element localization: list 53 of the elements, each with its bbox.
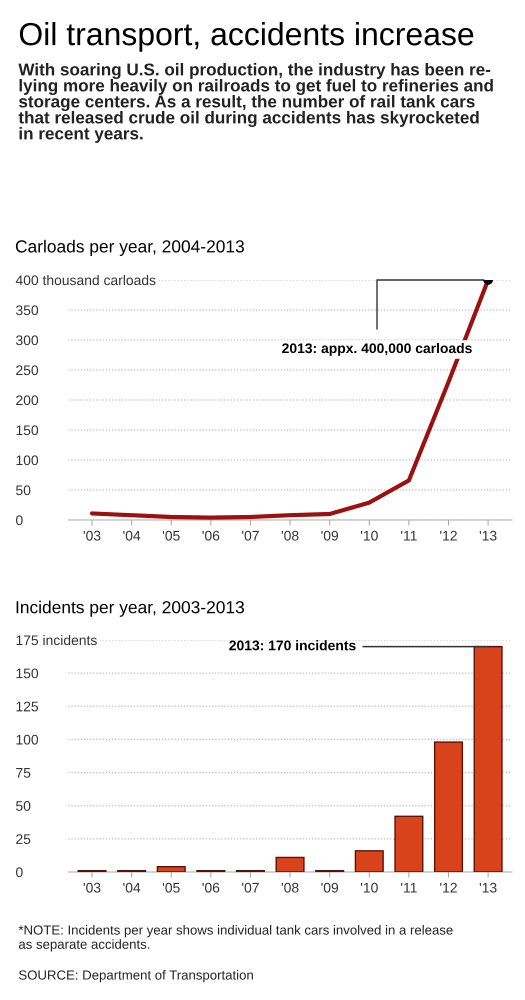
x-tick-label: '06 [202, 530, 220, 541]
x-tick-label: '08 [282, 530, 299, 541]
y-tick-label: 100 [16, 455, 38, 466]
y-tick-label: 100 [16, 734, 38, 745]
x-tick-label: '12 [440, 882, 457, 892]
y-tick-label: 50 [16, 801, 30, 811]
text: *NOTE: Incidents per year shows individual tank cars involved in a release as separate accidents. [18, 925, 453, 952]
y-tick-label: 200 [16, 395, 38, 406]
y-tick-label: 75 [16, 768, 30, 778]
chart-subtitle: With soaring U.S. oil production, the industry has been re- lying more heavily on railroads to get fuel to refineries and storage centers. As a result, the number of rail tank cars that released crude oil during accidents has skyrocketed in recent years. [18, 63, 493, 143]
bar [394, 816, 424, 872]
y-tick-label: 25 [16, 834, 30, 844]
x-tick-label: '03 [84, 882, 100, 893]
y-tick-label: 400 thousand carloads [16, 274, 156, 286]
x-tick-label: '09 [321, 882, 338, 893]
source-note: SOURCE: Department of Transportation [18, 970, 253, 982]
x-tick-label: '12 [440, 530, 457, 540]
x-tick-label: '09 [321, 530, 338, 541]
x-tick-label: '10 [360, 530, 378, 541]
x-tick-label: '05 [162, 882, 180, 893]
x-tick-label: '04 [123, 882, 140, 893]
x-tick-label: '03 [84, 530, 100, 541]
x-tick-label: '07 [242, 882, 259, 893]
y-tick-label: 350 [16, 305, 38, 316]
x-tick-label: '05 [162, 530, 180, 541]
annotation: 2013: appx. 400,000 carloads [282, 342, 472, 356]
y-tick-label: 50 [16, 485, 30, 496]
x-tick-label: '11 [401, 530, 417, 540]
y-tick-label: 0 [16, 515, 23, 526]
y-tick-label: 250 [16, 365, 38, 376]
x-tick-label: '10 [360, 882, 378, 893]
x-tick-label: '04 [123, 530, 140, 541]
annotation: 2013: 170 incidents [229, 640, 356, 650]
bar [354, 850, 384, 872]
x-tick-label: '07 [242, 530, 259, 541]
bar [276, 856, 305, 872]
bar [156, 866, 186, 872]
x-tick-label: '11 [401, 882, 417, 892]
y-tick-label: 175 incidents [16, 634, 97, 646]
bar [434, 741, 464, 872]
x-tick-label: '06 [202, 882, 220, 893]
y-tick-label: 150 [16, 668, 38, 678]
y-axis-title: Incidents per year, 2003-2013 [16, 600, 244, 617]
y-tick-label: 300 [16, 335, 38, 346]
bar [474, 646, 503, 872]
chart-title: Oil transport, accidents increase [20, 22, 474, 52]
x-tick-label: '13 [480, 530, 497, 541]
y-axis-title: Carloads per year, 2004-2013 [16, 240, 244, 256]
y-tick-label: 125 [16, 702, 38, 712]
y-tick-label: 0 [16, 867, 23, 878]
x-tick-label: '13 [480, 882, 497, 893]
y-tick-label: 150 [16, 425, 38, 436]
x-tick-label: '08 [282, 882, 299, 893]
